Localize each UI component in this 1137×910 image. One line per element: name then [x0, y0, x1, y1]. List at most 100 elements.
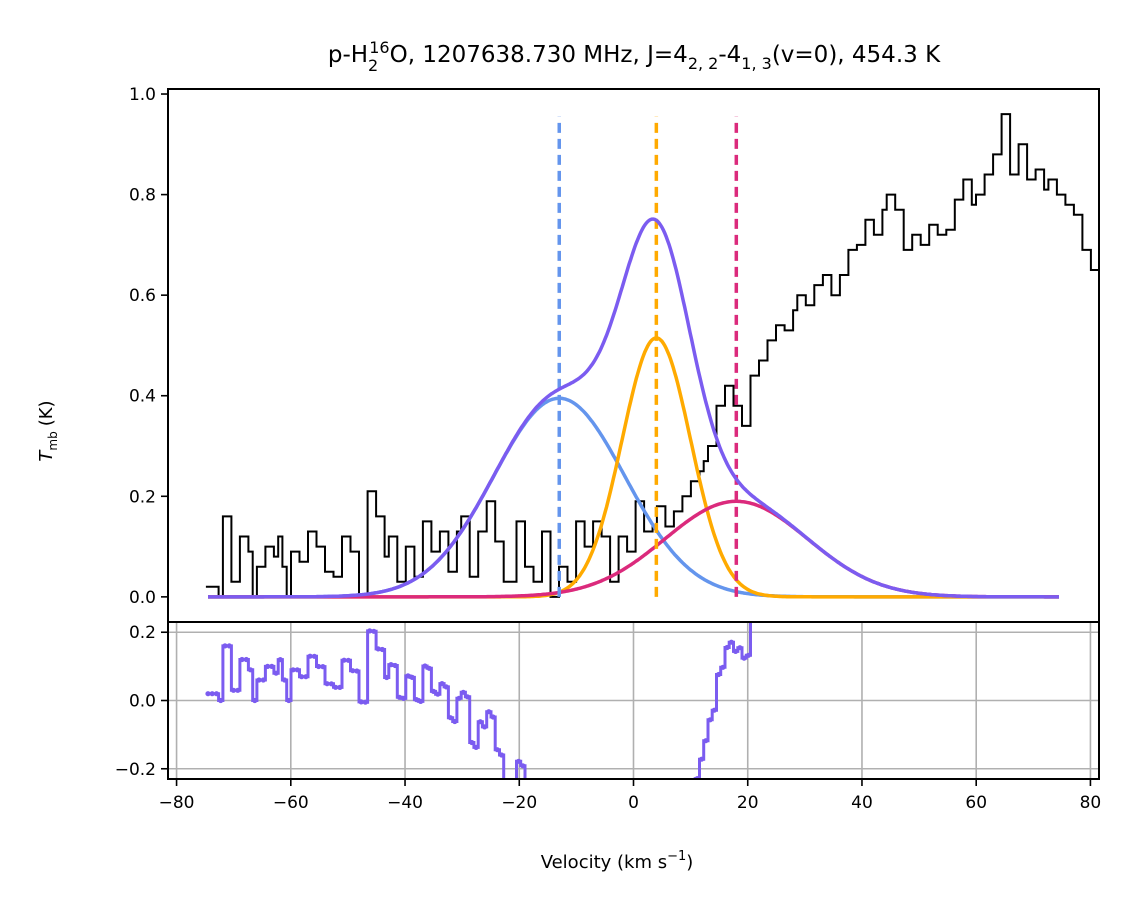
- residual-point: [584, 817, 589, 822]
- residual-point: [652, 906, 657, 910]
- residual-point: [464, 694, 471, 700]
- residual-point: [388, 662, 394, 668]
- residual-frame: [167, 621, 1100, 780]
- residual-point: [797, 537, 802, 542]
- residual-point: [997, 398, 1002, 403]
- residual-point: [341, 657, 347, 663]
- residual-point: [222, 643, 228, 649]
- observed-spectrum: [205, 113, 1099, 598]
- residual-point: [703, 738, 709, 744]
- residual-point: [963, 415, 968, 420]
- residual-point: [835, 517, 840, 522]
- residual-point: [379, 646, 385, 653]
- residual-point: [503, 785, 508, 790]
- residual-point: [247, 667, 254, 673]
- x-tick-label: −80: [159, 793, 195, 813]
- residual-panel: −0.2 0.0 0.2 −80 −60 −40 −20 0 20 40 60 80: [115, 370, 1137, 910]
- residual-point: [362, 699, 368, 705]
- residual-point: [895, 440, 900, 445]
- residual-point: [929, 447, 934, 452]
- residual-point: [745, 652, 752, 658]
- residual-point: [784, 568, 789, 573]
- residual-point: [682, 827, 687, 832]
- residual-point: [1120, 527, 1125, 532]
- residual-point: [869, 453, 874, 458]
- residual-point: [426, 665, 432, 671]
- residual-point: [494, 747, 500, 753]
- residual-point: [554, 838, 559, 843]
- residual-point: [656, 890, 661, 895]
- residual-point: [1082, 462, 1087, 467]
- residual-point: [984, 411, 989, 416]
- residual-point: [622, 874, 627, 879]
- residual-point: [447, 715, 454, 721]
- residual-point: [469, 739, 475, 746]
- residual-point: [533, 816, 538, 821]
- residual-point: [230, 687, 237, 693]
- residual-point: [1031, 415, 1036, 420]
- residual-point: [580, 797, 585, 802]
- residual-point: [593, 808, 598, 813]
- residual-point: [252, 697, 258, 704]
- residual-point: [707, 717, 713, 723]
- residual-point: [367, 628, 373, 634]
- residual-point: [899, 440, 904, 445]
- residual-point: [844, 499, 849, 504]
- residual-point: [631, 902, 636, 907]
- residual-point: [294, 667, 300, 673]
- x-tick-label: 60: [965, 793, 987, 813]
- residual-point: [452, 718, 458, 725]
- residual-point: [499, 752, 505, 758]
- residual-point: [482, 724, 488, 730]
- residual-point: [550, 836, 555, 841]
- residual-point: [218, 697, 224, 704]
- residual-point: [384, 674, 390, 681]
- residual-point: [627, 893, 632, 898]
- component-1-curve: [208, 396, 1059, 599]
- residual-point: [430, 688, 437, 695]
- residual-point: [601, 830, 606, 835]
- residual-point: [908, 466, 913, 471]
- residual-point: [1061, 425, 1066, 430]
- residual-point: [950, 449, 955, 454]
- residual-point: [937, 453, 942, 458]
- residual-line: [205, 622, 752, 779]
- residual-point: [686, 813, 691, 818]
- residual-point: [273, 670, 279, 676]
- residual-point: [260, 677, 266, 683]
- residual-point: [311, 653, 317, 659]
- residual-point: [1133, 520, 1137, 525]
- residual-point: [873, 462, 878, 467]
- residual-point: [345, 657, 351, 663]
- y-tick-label: −0.2: [115, 760, 156, 780]
- residual-point: [1039, 408, 1044, 413]
- residual-point: [546, 790, 551, 795]
- residual-point: [303, 674, 309, 680]
- residual-point: [920, 461, 925, 466]
- residual-point: [563, 821, 568, 826]
- residual-point: [1048, 415, 1053, 420]
- residual-point: [724, 644, 730, 651]
- residual-point: [967, 415, 972, 420]
- residual-point: [891, 431, 896, 436]
- residual-point: [959, 429, 964, 434]
- residual-point: [277, 657, 283, 663]
- residual-point: [822, 509, 827, 514]
- residual-point: [1001, 370, 1006, 375]
- residual-point: [1027, 415, 1032, 420]
- residual-point: [375, 646, 381, 652]
- residual-point: [537, 819, 542, 824]
- x-tick-label: 0: [628, 793, 639, 813]
- component-3-curve: [208, 499, 1059, 599]
- residual-point: [776, 569, 781, 574]
- residual-point: [852, 479, 857, 484]
- residual-point: [759, 601, 764, 606]
- y-tick-label: 0.2: [129, 487, 156, 507]
- chart-title: p-H216O, 1207638.730 MHz, J=42, 2-41, 3(…: [328, 38, 941, 75]
- residual-point: [848, 480, 853, 485]
- residual-point: [878, 461, 883, 466]
- residual-point: [1018, 391, 1023, 396]
- residual-point: [716, 671, 722, 678]
- residual-point: [980, 425, 985, 430]
- residual-point: [954, 429, 959, 434]
